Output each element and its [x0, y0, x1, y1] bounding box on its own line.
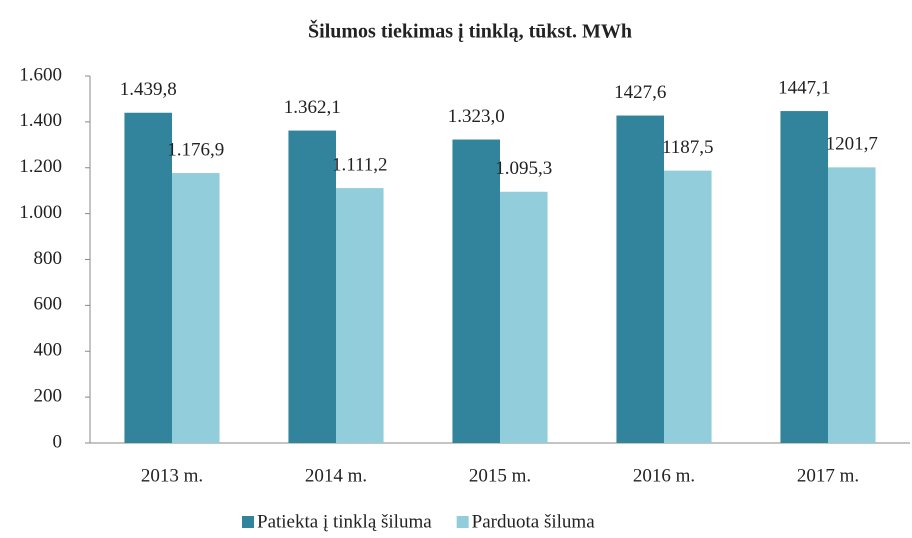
bar — [500, 191, 548, 443]
bar — [616, 115, 664, 443]
y-tick-label: 0 — [53, 431, 63, 452]
x-tick-label: 2017 m. — [797, 465, 859, 486]
value-label: 1.362,1 — [284, 97, 341, 118]
value-label: 1427,6 — [614, 82, 666, 103]
legend-label: Parduota šiluma — [472, 511, 596, 532]
y-tick-label: 200 — [34, 385, 63, 406]
value-label: 1447,1 — [778, 77, 830, 98]
chart-title: Šilumos tiekimas į tinklą, tūkst. MWh — [308, 19, 632, 43]
x-tick-label: 2013 m. — [141, 465, 203, 486]
value-label: 1.323,0 — [448, 106, 505, 127]
y-tick-label: 800 — [34, 248, 63, 269]
bar — [780, 111, 828, 443]
value-label: 1201,7 — [826, 134, 878, 155]
y-tick-label: 1.000 — [19, 202, 62, 223]
bar — [828, 167, 876, 444]
bar — [172, 173, 220, 443]
value-label: 1187,5 — [662, 137, 714, 158]
y-tick-label: 1.400 — [19, 110, 62, 131]
value-label: 1.439,8 — [120, 79, 177, 100]
value-label: 1.095,3 — [495, 158, 552, 179]
y-tick-label: 600 — [34, 294, 63, 315]
y-tick-label: 1.200 — [19, 156, 62, 177]
legend-label: Patiekta į tinklą šiluma — [257, 511, 432, 532]
value-label: 1.176,9 — [167, 139, 224, 160]
x-tick-label: 2016 m. — [633, 465, 695, 486]
bar — [288, 130, 336, 444]
value-label: 1.111,2 — [332, 154, 388, 175]
bar — [664, 170, 712, 443]
bar — [336, 188, 384, 443]
x-tick-label: 2015 m. — [469, 465, 531, 486]
legend-swatch — [456, 516, 469, 528]
y-tick-label: 400 — [34, 340, 63, 361]
y-tick-label: 1.600 — [19, 64, 62, 85]
bar — [124, 112, 172, 443]
bar — [452, 139, 500, 444]
legend-swatch — [242, 516, 254, 528]
x-tick-label: 2014 m. — [305, 465, 367, 486]
